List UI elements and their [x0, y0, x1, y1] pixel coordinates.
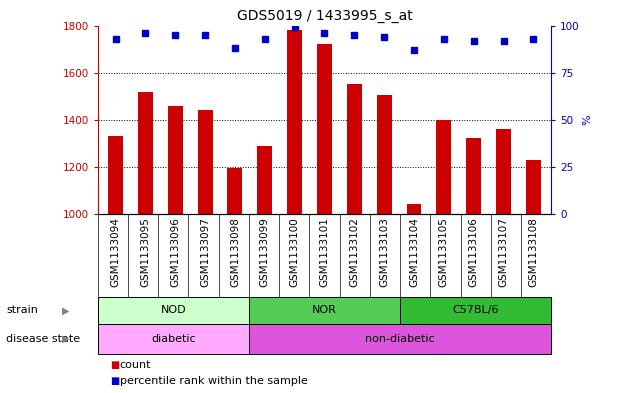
Text: non-diabetic: non-diabetic: [365, 334, 435, 344]
Text: ▶: ▶: [62, 334, 70, 344]
Bar: [317, 44, 332, 214]
Text: ■: ■: [110, 376, 120, 386]
Bar: [496, 129, 511, 214]
Text: NOR: NOR: [312, 305, 337, 316]
Bar: [198, 110, 212, 214]
Title: GDS5019 / 1433995_s_at: GDS5019 / 1433995_s_at: [237, 9, 412, 23]
Bar: [406, 204, 421, 214]
Bar: [98, 324, 249, 354]
Text: strain: strain: [6, 305, 38, 316]
Bar: [257, 146, 272, 214]
Bar: [108, 136, 123, 214]
Bar: [138, 92, 153, 214]
Bar: [227, 168, 243, 214]
Text: ■: ■: [110, 360, 120, 369]
Bar: [98, 297, 249, 324]
Text: ▶: ▶: [62, 305, 70, 316]
Text: disease state: disease state: [6, 334, 81, 344]
Bar: [377, 95, 392, 214]
Y-axis label: %: %: [583, 114, 593, 125]
Text: C57BL/6: C57BL/6: [452, 305, 499, 316]
Bar: [249, 324, 551, 354]
Text: count: count: [120, 360, 151, 369]
Bar: [437, 120, 451, 214]
Bar: [249, 297, 400, 324]
Bar: [347, 84, 362, 214]
Text: diabetic: diabetic: [151, 334, 195, 344]
Bar: [526, 160, 541, 214]
Bar: [168, 106, 183, 214]
Bar: [287, 30, 302, 214]
Bar: [400, 297, 551, 324]
Text: percentile rank within the sample: percentile rank within the sample: [120, 376, 307, 386]
Bar: [466, 138, 481, 214]
Text: NOD: NOD: [161, 305, 186, 316]
